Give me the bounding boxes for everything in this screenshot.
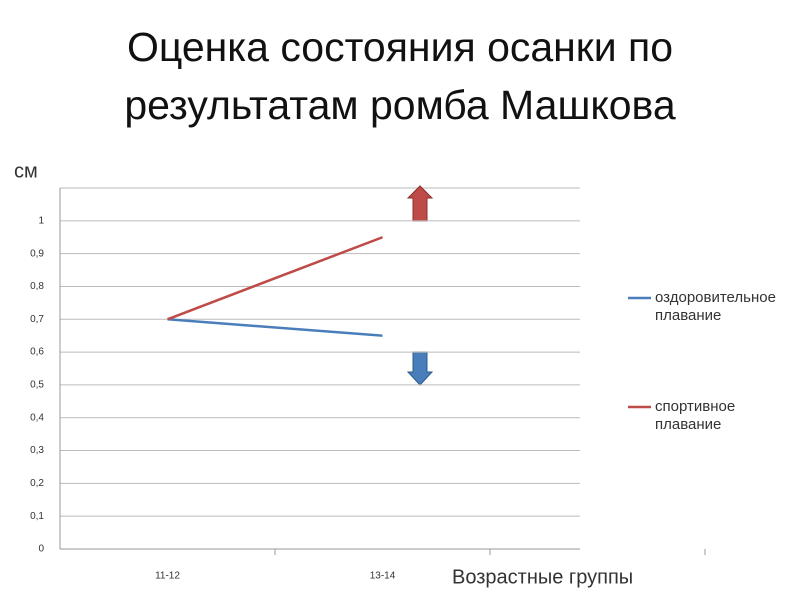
series-line bbox=[167, 236, 383, 321]
y-axis-label: см bbox=[14, 160, 38, 182]
y-tick-label: 0,6 bbox=[30, 347, 44, 358]
y-tick-label: 0 bbox=[38, 544, 44, 555]
y-tick-label: 0,4 bbox=[30, 412, 44, 423]
y-tick-label: 0,1 bbox=[30, 511, 44, 522]
y-tick-label: 0,7 bbox=[30, 314, 44, 325]
y-tick-label: 0,3 bbox=[30, 445, 44, 456]
y-tick-label: 0,5 bbox=[30, 380, 44, 391]
chart-title: Оценка состояния осанки по результатам р… bbox=[124, 24, 676, 128]
x-tick-label: 13-14 bbox=[370, 571, 396, 582]
x-tick-label: 11-12 bbox=[155, 571, 180, 582]
down-arrow bbox=[406, 351, 434, 386]
y-tick-label: 1 bbox=[38, 215, 44, 226]
series-line bbox=[167, 318, 383, 337]
up-arrow bbox=[406, 185, 434, 222]
legend-label: оздоровительное плавание bbox=[655, 289, 776, 324]
y-tick-label: 0,8 bbox=[30, 281, 44, 292]
legend-label: спортивное плавание bbox=[655, 398, 736, 433]
y-tick-label: 0,2 bbox=[30, 478, 44, 489]
y-tick-label: 0,9 bbox=[30, 248, 44, 259]
x-axis-label: Возрастные группы bbox=[452, 566, 633, 588]
